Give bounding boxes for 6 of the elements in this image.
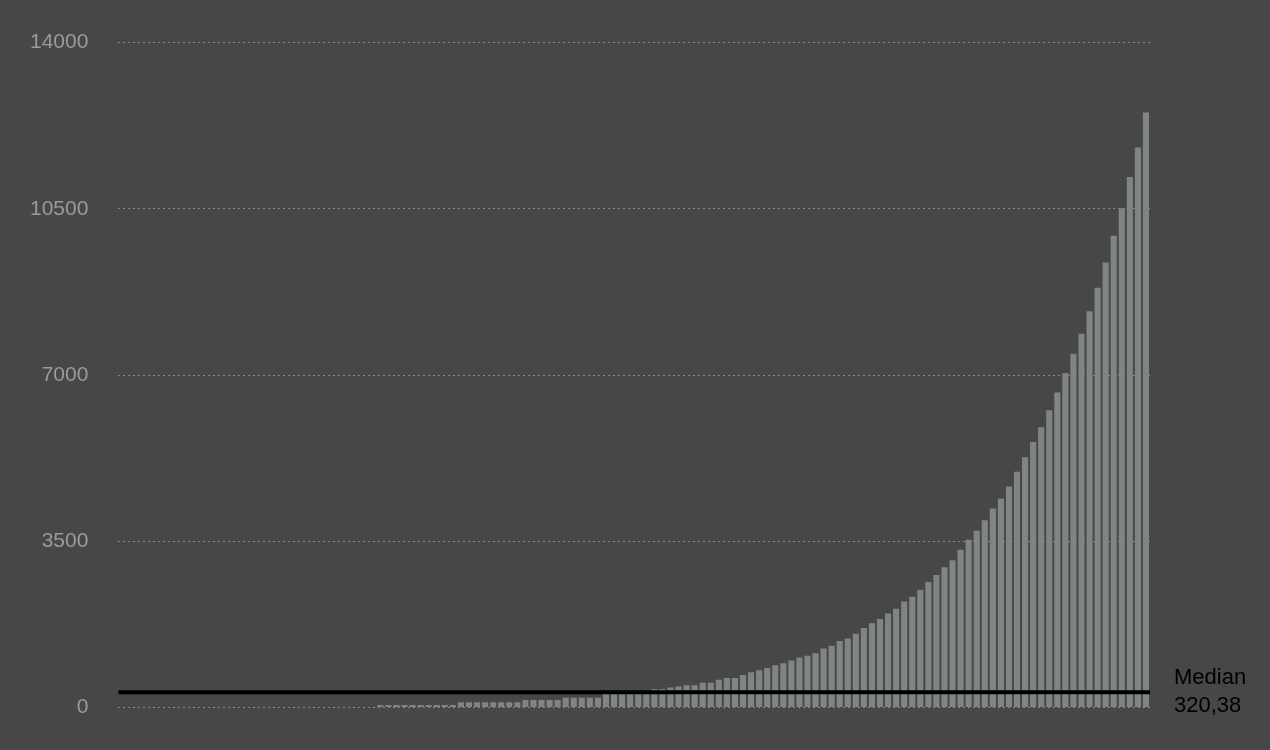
ref-line-label: Median 320,38 (1174, 664, 1247, 718)
y-tick-label: 3500 (41, 528, 89, 551)
y-tick-label: 14000 (29, 29, 89, 53)
y-tick-label: 7000 (41, 361, 89, 385)
y-tick-label: 0 (76, 694, 89, 718)
y-tick-label: 10500 (29, 195, 89, 219)
